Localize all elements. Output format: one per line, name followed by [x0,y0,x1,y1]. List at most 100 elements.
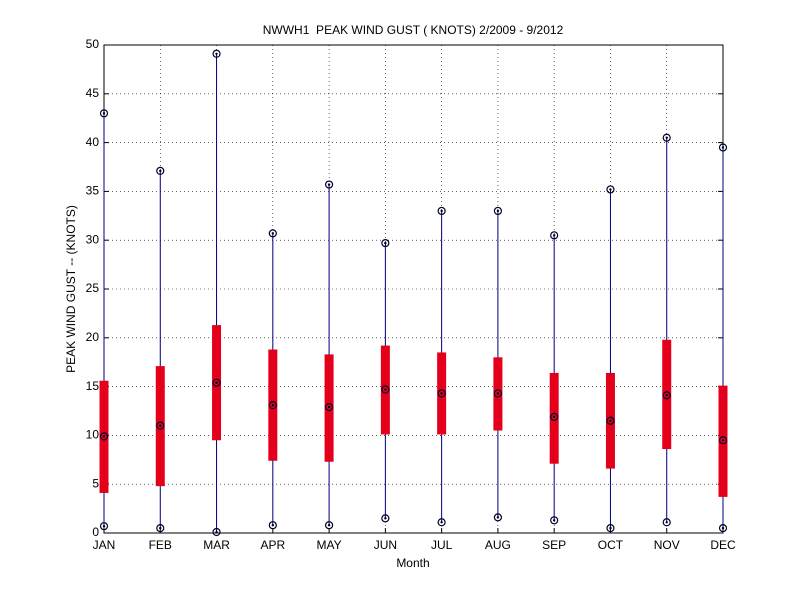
y-tick-label: 45 [86,86,100,100]
x-axis-label: Month [396,556,429,570]
x-tick-label: SEP [542,538,566,552]
marker-dot [721,526,725,530]
marker-ring [662,518,671,527]
marker-ring [99,109,109,118]
point-marker [550,412,559,421]
y-tick-label: 5 [92,476,99,490]
marker-ring [156,421,165,430]
chart-title: NWWH1 PEAK WIND GUST ( KNOTS) 2/2009 - 9… [263,23,564,37]
y-tick-label: 15 [86,379,100,393]
point-marker [381,385,390,394]
marker-dot [665,521,668,524]
marker-ring [718,524,728,533]
marker-dot [384,388,387,391]
point-marker [156,166,165,176]
marker-ring [550,412,559,421]
marker-dot [665,136,668,139]
box [549,372,559,464]
marker-dot [102,435,106,438]
marker-ring [606,524,615,533]
marker-dot [440,209,443,213]
point-marker [718,524,728,533]
y-tick-label: 20 [86,330,100,344]
x-tick-label: JAN [93,538,116,552]
marker-dot [327,183,331,186]
marker-dot [215,381,218,384]
y-tick-label: 0 [92,525,99,539]
marker-dot [665,394,668,397]
marker-dot [327,523,331,527]
x-tick-label: DEC [710,538,736,552]
marker-dot [384,241,387,245]
point-marker [662,133,671,142]
marker-dot [552,234,556,237]
marker-dot [552,519,556,522]
point-marker [718,143,728,152]
x-tick-label: OCT [598,538,624,552]
marker-ring [324,521,334,530]
marker-ring [324,180,334,189]
x-tick-label: NOV [654,538,680,552]
marker-dot [271,232,275,235]
marker-ring [212,527,221,537]
marker-ring [606,185,615,194]
point-marker [212,49,221,58]
point-marker [99,522,109,531]
marker-dot [102,112,106,115]
x-tick-label: MAY [317,538,342,552]
marker-dot [496,516,500,519]
marker-dot [609,419,612,422]
marker-dot [215,52,218,55]
marker-dot [609,526,612,530]
point-marker [156,524,165,533]
marker-dot [552,415,556,419]
y-tick-label: 35 [86,184,100,198]
marker-ring [268,229,277,238]
marker-dot [496,392,500,395]
marker-ring [381,514,390,523]
marker-ring [268,401,277,410]
marker-dot [271,403,275,407]
point-marker [493,513,503,522]
marker-dot [496,209,500,213]
point-marker [324,521,334,530]
point-marker [381,239,390,248]
point-marker [156,421,165,430]
marker-ring [268,521,277,530]
marker-ring [718,436,728,445]
marker-dot [609,188,612,191]
y-axis-label: PEAK WIND GUST -- (KNOTS) [64,205,78,373]
point-marker [662,518,671,527]
point-marker [718,436,728,445]
marker-ring [437,206,446,216]
marker-ring [212,378,221,387]
marker-ring [662,133,671,142]
marker-ring [550,231,559,240]
marker-ring [550,516,559,525]
marker-dot [721,439,725,442]
x-tick-label: JUN [374,538,397,552]
point-marker [493,206,503,216]
point-marker [268,521,277,530]
marker-dot [721,146,725,149]
point-marker [212,527,221,537]
marker-dot [159,424,162,427]
y-tick-label: 40 [86,135,100,149]
marker-ring [99,432,109,441]
point-marker [550,516,559,525]
point-marker [437,389,446,398]
y-tick-label: 25 [86,281,100,295]
marker-ring [718,143,728,152]
point-marker [550,231,559,240]
point-marker [212,378,221,387]
marker-ring [381,239,390,248]
point-marker [381,514,390,523]
marker-dot [159,169,162,173]
marker-ring [437,518,446,527]
point-marker [437,518,446,527]
marker-ring [99,522,109,531]
marker-ring [493,513,503,522]
point-marker [268,401,277,410]
